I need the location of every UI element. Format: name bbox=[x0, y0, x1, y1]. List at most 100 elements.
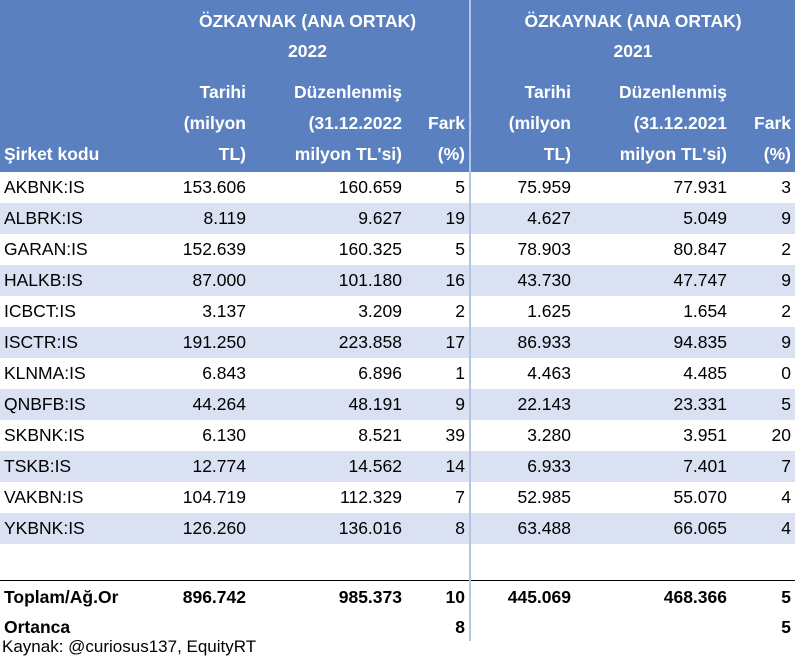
cell-hist-2021: 3.280 bbox=[469, 420, 575, 451]
cell-diff-2021: 0 bbox=[731, 358, 795, 389]
header-group-2021-title: ÖZKAYNAK (ANA ORTAK) bbox=[524, 11, 742, 31]
cell-hist-2022: 104.719 bbox=[146, 482, 250, 513]
header-line: Düzenlenmiş bbox=[294, 82, 402, 102]
cell-hist-2021: 86.933 bbox=[469, 327, 575, 358]
cell-diff-2021: 2 bbox=[731, 234, 795, 265]
cell-adj-2022: 160.325 bbox=[250, 234, 406, 265]
table-row: ICBCT:IS 3.137 3.209 2 1.625 1.654 2 bbox=[0, 296, 795, 327]
cell-diff-2021: 2 bbox=[731, 296, 795, 327]
cell-hist-2022: 6.843 bbox=[146, 358, 250, 389]
cell-hist-2022: 44.264 bbox=[146, 389, 250, 420]
cell-hist-2021: 4.627 bbox=[469, 203, 575, 234]
header-blank-cell bbox=[0, 0, 146, 72]
cell-hist-2021: 4.463 bbox=[469, 358, 575, 389]
cell-diff-2022: 8 bbox=[406, 513, 470, 544]
header-line: Tarihi bbox=[199, 82, 246, 102]
header-line: Düzenlenmiş bbox=[619, 82, 727, 102]
cell-company-code: SKBNK:IS bbox=[0, 420, 146, 451]
header-group-2021-year: 2021 bbox=[613, 41, 653, 61]
table-row: QNBFB:IS 44.264 48.191 9 22.143 23.331 5 bbox=[0, 389, 795, 420]
cell-hist-2021: 6.933 bbox=[469, 451, 575, 482]
header-group-row: ÖZKAYNAK (ANA ORTAK) 2022 ÖZKAYNAK (ANA … bbox=[0, 0, 795, 72]
cell-company-code: KLNMA:IS bbox=[0, 358, 146, 389]
cell-company-code: ALBRK:IS bbox=[0, 203, 146, 234]
total-hist-2022: 896.742 bbox=[146, 580, 250, 613]
cell-adj-2022: 3.209 bbox=[250, 296, 406, 327]
cell-hist-2022: 87.000 bbox=[146, 265, 250, 296]
cell-diff-2022: 7 bbox=[406, 482, 470, 513]
cell-adj-2022: 8.521 bbox=[250, 420, 406, 451]
header-line: (%) bbox=[437, 144, 465, 164]
total-label: Toplam/Ağ.Or bbox=[0, 580, 146, 613]
cell-diff-2022: 5 bbox=[406, 234, 470, 265]
header-line: Fark bbox=[754, 113, 791, 133]
cell-company-code: YKBNK:IS bbox=[0, 513, 146, 544]
column-header-hist-2022: Tarihi (milyon TL) bbox=[146, 72, 250, 172]
cell-hist-2021: 52.985 bbox=[469, 482, 575, 513]
table-row: ALBRK:IS 8.119 9.627 19 4.627 5.049 9 bbox=[0, 203, 795, 234]
cell-hist-2021: 43.730 bbox=[469, 265, 575, 296]
cell-company-code: QNBFB:IS bbox=[0, 389, 146, 420]
table-row: VAKBN:IS 104.719 112.329 7 52.985 55.070 4 bbox=[0, 482, 795, 513]
cell-diff-2021: 5 bbox=[731, 389, 795, 420]
cell-hist-2022: 126.260 bbox=[146, 513, 250, 544]
equity-table: ÖZKAYNAK (ANA ORTAK) 2022 ÖZKAYNAK (ANA … bbox=[0, 0, 795, 641]
cell-hist-2022: 6.130 bbox=[146, 420, 250, 451]
table-row: AKBNK:IS 153.606 160.659 5 75.959 77.931 3 bbox=[0, 172, 795, 203]
header-line: TL) bbox=[543, 144, 571, 164]
cell-diff-2022: 39 bbox=[406, 420, 470, 451]
blank-row bbox=[0, 544, 795, 581]
total-hist-2021: 445.069 bbox=[469, 580, 575, 613]
cell-company-code: AKBNK:IS bbox=[0, 172, 146, 203]
cell-adj-2021: 80.847 bbox=[575, 234, 731, 265]
cell-company-code: TSKB:IS bbox=[0, 451, 146, 482]
cell-adj-2021: 3.951 bbox=[575, 420, 731, 451]
header-line: (31.12.2022 bbox=[308, 113, 402, 133]
cell-adj-2021: 55.070 bbox=[575, 482, 731, 513]
total-adj-2022: 985.373 bbox=[250, 580, 406, 613]
cell-hist-2021: 63.488 bbox=[469, 513, 575, 544]
cell-diff-2022: 16 bbox=[406, 265, 470, 296]
header-group-2021: ÖZKAYNAK (ANA ORTAK) 2021 bbox=[469, 0, 795, 72]
cell-adj-2022: 6.896 bbox=[250, 358, 406, 389]
cell-company-code: ISCTR:IS bbox=[0, 327, 146, 358]
table-row: SKBNK:IS 6.130 8.521 39 3.280 3.951 20 bbox=[0, 420, 795, 451]
cell-company-code: HALKB:IS bbox=[0, 265, 146, 296]
cell-adj-2021: 4.485 bbox=[575, 358, 731, 389]
median-label: Ortanca bbox=[0, 613, 146, 641]
cell-adj-2022: 48.191 bbox=[250, 389, 406, 420]
cell-adj-2021: 5.049 bbox=[575, 203, 731, 234]
cell-adj-2021: 94.835 bbox=[575, 327, 731, 358]
cell-diff-2022: 19 bbox=[406, 203, 470, 234]
cell-adj-2021: 7.401 bbox=[575, 451, 731, 482]
cell-hist-2022: 8.119 bbox=[146, 203, 250, 234]
cell-diff-2021: 9 bbox=[731, 203, 795, 234]
cell-diff-2022: 17 bbox=[406, 327, 470, 358]
cell-hist-2022: 152.639 bbox=[146, 234, 250, 265]
total-diff-2022: 10 bbox=[406, 580, 470, 613]
table-row: KLNMA:IS 6.843 6.896 1 4.463 4.485 0 bbox=[0, 358, 795, 389]
header-line: (%) bbox=[763, 144, 791, 164]
header-line: (31.12.2021 bbox=[633, 113, 727, 133]
total-row: Toplam/Ağ.Or 896.742 985.373 10 445.069 … bbox=[0, 580, 795, 613]
cell-hist-2022: 191.250 bbox=[146, 327, 250, 358]
cell-adj-2021: 77.931 bbox=[575, 172, 731, 203]
header-line: (milyon bbox=[508, 113, 571, 133]
cell-adj-2022: 112.329 bbox=[250, 482, 406, 513]
cell-diff-2022: 5 bbox=[406, 172, 470, 203]
header-line: TL) bbox=[218, 144, 246, 164]
cell-diff-2022: 14 bbox=[406, 451, 470, 482]
table-row: TSKB:IS 12.774 14.562 14 6.933 7.401 7 bbox=[0, 451, 795, 482]
header-group-2022-year: 2022 bbox=[288, 41, 327, 61]
header-group-2022-title: ÖZKAYNAK (ANA ORTAK) bbox=[198, 11, 417, 31]
table-row: GARAN:IS 152.639 160.325 5 78.903 80.847 2 bbox=[0, 234, 795, 265]
cell-diff-2021: 7 bbox=[731, 451, 795, 482]
column-header-adj-2021: Düzenlenmiş (31.12.2021 milyon TL'si) bbox=[575, 72, 731, 172]
header-line: Fark bbox=[428, 113, 465, 133]
cell-company-code: VAKBN:IS bbox=[0, 482, 146, 513]
median-diff-2021: 5 bbox=[731, 613, 795, 641]
cell-hist-2021: 22.143 bbox=[469, 389, 575, 420]
total-diff-2021: 5 bbox=[731, 580, 795, 613]
source-note: Kaynak: @curiosus137, EquityRT bbox=[2, 637, 257, 656]
cell-adj-2022: 101.180 bbox=[250, 265, 406, 296]
